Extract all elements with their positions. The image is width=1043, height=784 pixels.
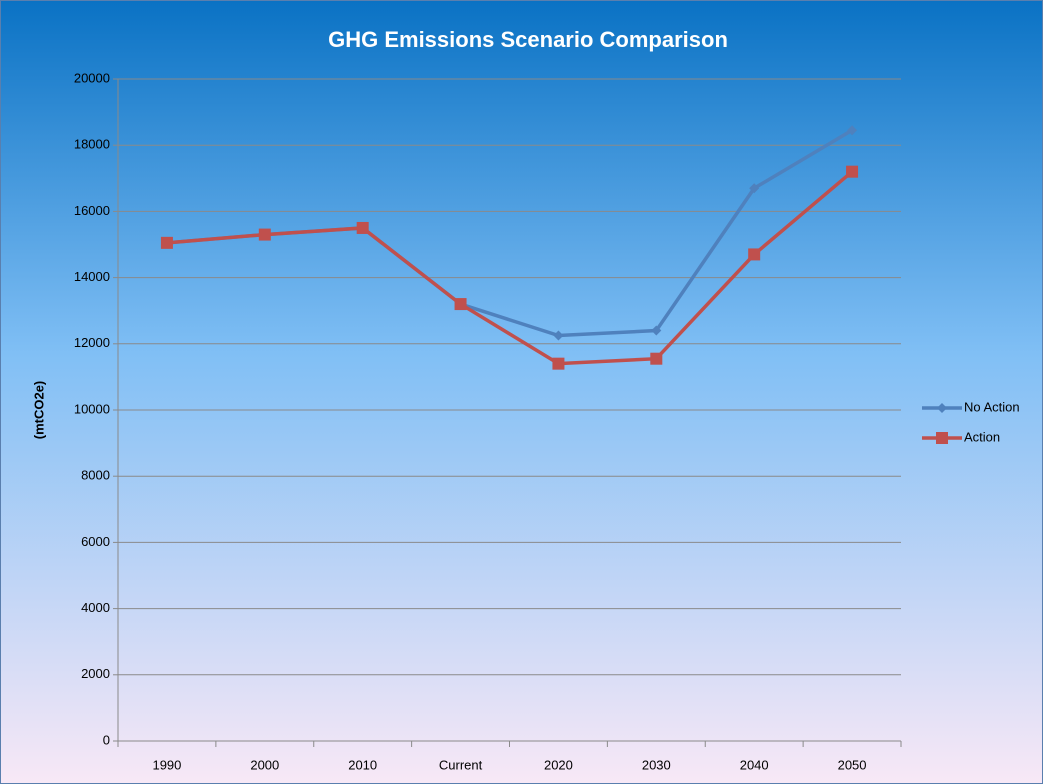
marker bbox=[749, 183, 760, 194]
legend-label: No Action bbox=[964, 399, 1020, 414]
marker bbox=[356, 221, 369, 234]
x-tick-label: 2010 bbox=[348, 757, 377, 772]
x-tick-label: 1990 bbox=[152, 757, 181, 772]
y-tick-label: 4000 bbox=[81, 600, 110, 615]
y-tick-label: 12000 bbox=[74, 335, 110, 350]
legend-marker bbox=[937, 403, 947, 413]
y-tick-label: 14000 bbox=[74, 269, 110, 284]
legend-label: Action bbox=[964, 429, 1000, 444]
marker bbox=[552, 357, 565, 370]
x-tick-label: 2040 bbox=[740, 757, 769, 772]
x-tick-label: Current bbox=[439, 757, 483, 772]
marker bbox=[846, 165, 859, 178]
y-tick-label: 0 bbox=[103, 732, 110, 747]
marker bbox=[553, 330, 564, 341]
marker bbox=[258, 228, 271, 241]
y-tick-label: 8000 bbox=[81, 468, 110, 483]
x-tick-label: 2050 bbox=[838, 757, 867, 772]
marker bbox=[650, 352, 663, 365]
x-tick-label: 2000 bbox=[250, 757, 279, 772]
y-tick-label: 10000 bbox=[74, 401, 110, 416]
x-tick-label: 2020 bbox=[544, 757, 573, 772]
marker bbox=[454, 298, 467, 311]
y-tick-label: 2000 bbox=[81, 666, 110, 681]
y-tick-label: 18000 bbox=[74, 137, 110, 152]
marker bbox=[847, 125, 858, 136]
y-tick-label: 16000 bbox=[74, 203, 110, 218]
y-axis-label: (mtCO2e) bbox=[31, 381, 46, 440]
marker bbox=[160, 236, 173, 249]
chart-title: GHG Emissions Scenario Comparison bbox=[328, 27, 728, 52]
legend-marker bbox=[936, 432, 948, 444]
y-tick-label: 6000 bbox=[81, 534, 110, 549]
marker bbox=[748, 248, 761, 261]
series-line bbox=[166, 170, 854, 366]
marker bbox=[651, 325, 662, 336]
y-tick-label: 20000 bbox=[74, 70, 110, 85]
x-tick-label: 2030 bbox=[642, 757, 671, 772]
